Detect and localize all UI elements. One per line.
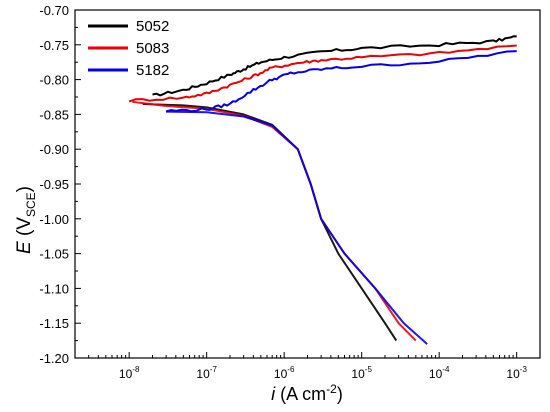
x-axis-label: i (A cm-2) [271,382,343,404]
x-axis-ticks: 10-8 10-7 10-6 10-5 10-4 10-3 [74,352,541,381]
y-tick-label: -0.90 [39,142,69,157]
x-tick-label: 10-6 [274,365,295,381]
legend-label-5052: 5052 [136,18,169,35]
x-tick-label: 10-4 [429,365,450,381]
y-axis-ticks: -0.70 -0.75 -0.80 -0.85 -0.90 -0.95 -1.00 -1.05… [39,3,81,366]
y-tick-label: -1.10 [39,281,69,296]
series-5182-cathodic-line [166,110,428,345]
x-tick-label: 10-5 [351,365,372,381]
y-tick-label: -1.05 [39,247,69,262]
y-tick-label: -1.20 [39,351,69,366]
series-lines [128,35,517,345]
y-tick-label: -0.75 [39,38,69,53]
y-tick-label: -0.95 [39,177,69,192]
series-5052-cathodic-line [142,103,398,342]
y-tick-label: -1.15 [39,316,69,331]
y-axis-label: E (VSCE) [14,186,38,254]
y-tick-label: -0.70 [39,3,69,18]
legend-label-5083: 5083 [136,40,169,57]
y-tick-label: -0.80 [39,73,69,88]
series-5052-anodic-line [152,35,517,97]
legend-label-5182: 5182 [136,62,169,79]
x-tick-label: 10-8 [119,365,140,381]
y-tick-label: -1.00 [39,212,69,227]
x-tick-label: 10-7 [196,365,217,381]
series-5182-anodic-line [165,50,517,113]
y-tick-label: -0.85 [39,107,69,122]
series-5083-anodic-line [128,44,517,103]
x-tick-label: 10-3 [506,365,527,381]
legend: 5052 5083 5182 [88,18,169,79]
